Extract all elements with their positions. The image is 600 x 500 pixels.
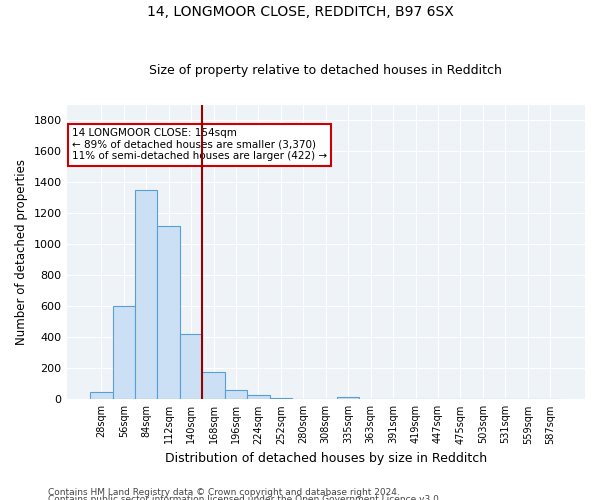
Bar bbox=[135, 190, 157, 400]
Bar bbox=[157, 226, 180, 400]
Bar bbox=[247, 396, 269, 400]
Bar bbox=[337, 397, 359, 400]
Text: 14, LONGMOOR CLOSE, REDDITCH, B97 6SX: 14, LONGMOOR CLOSE, REDDITCH, B97 6SX bbox=[146, 5, 454, 19]
Bar bbox=[180, 334, 202, 400]
Title: Size of property relative to detached houses in Redditch: Size of property relative to detached ho… bbox=[149, 64, 502, 77]
Bar bbox=[269, 398, 292, 400]
X-axis label: Distribution of detached houses by size in Redditch: Distribution of detached houses by size … bbox=[165, 452, 487, 465]
Text: 14 LONGMOOR CLOSE: 154sqm
← 89% of detached houses are smaller (3,370)
11% of se: 14 LONGMOOR CLOSE: 154sqm ← 89% of detac… bbox=[72, 128, 327, 162]
Text: Contains HM Land Registry data © Crown copyright and database right 2024.: Contains HM Land Registry data © Crown c… bbox=[48, 488, 400, 497]
Bar bbox=[90, 392, 113, 400]
Bar bbox=[225, 390, 247, 400]
Y-axis label: Number of detached properties: Number of detached properties bbox=[15, 159, 28, 345]
Text: Contains public sector information licensed under the Open Government Licence v3: Contains public sector information licen… bbox=[48, 496, 442, 500]
Bar bbox=[113, 306, 135, 400]
Bar bbox=[202, 372, 225, 400]
